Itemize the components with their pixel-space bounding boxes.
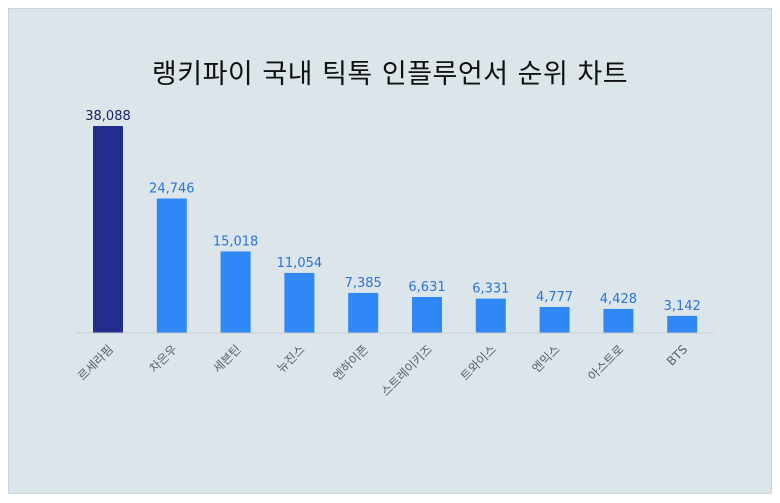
value-label: 6,631 — [408, 280, 445, 295]
bar-엔믹스 — [539, 307, 570, 333]
value-label: 11,054 — [277, 256, 323, 271]
value-label: 24,746 — [149, 182, 195, 197]
category-labels-group: 르세라핌 차은우 세븐틴 뉴진스 엔하이픈 스트레이키즈 트와이스 엔믹스 아스트로 BTS — [75, 342, 690, 399]
value-label: 3,142 — [664, 299, 701, 314]
category-label: 르세라핌 — [75, 342, 116, 383]
category-label: 아스트로 — [585, 342, 626, 383]
bar-차은우 — [156, 198, 187, 333]
chart-title: 랭키파이 국내 틱톡 인플루언서 순위 차트 — [151, 59, 629, 90]
bar-BTS — [667, 315, 698, 333]
bar-트와이스 — [475, 298, 506, 333]
category-label: 엔하이픈 — [330, 342, 371, 383]
bars-group — [93, 126, 698, 333]
bar-엔하이픈 — [348, 292, 379, 333]
value-label: 38,088 — [85, 109, 131, 124]
bar-뉴진스 — [284, 272, 315, 333]
bar-세븐틴 — [220, 251, 251, 333]
category-label: 트와이스 — [458, 342, 499, 383]
bar-르세라핌 — [93, 126, 123, 333]
category-label: 뉴진스 — [274, 342, 307, 375]
value-label: 7,385 — [345, 276, 382, 291]
category-label: 차은우 — [147, 342, 180, 375]
value-label: 4,428 — [600, 292, 637, 307]
chart-panel — [8, 8, 772, 494]
value-label: 15,018 — [213, 234, 259, 249]
bar-스트레이키즈 — [412, 297, 442, 333]
category-label: 세븐틴 — [210, 342, 243, 375]
value-label: 6,331 — [472, 282, 509, 297]
category-label: 스트레이키즈 — [378, 342, 435, 399]
value-label: 4,777 — [536, 290, 573, 305]
category-label: 엔믹스 — [529, 342, 562, 375]
category-label: BTS — [664, 342, 690, 368]
bar-아스트로 — [603, 308, 634, 333]
value-labels-group: 38,088 24,746 15,018 11,054 7,385 6,631 6,331 4… — [85, 109, 701, 314]
